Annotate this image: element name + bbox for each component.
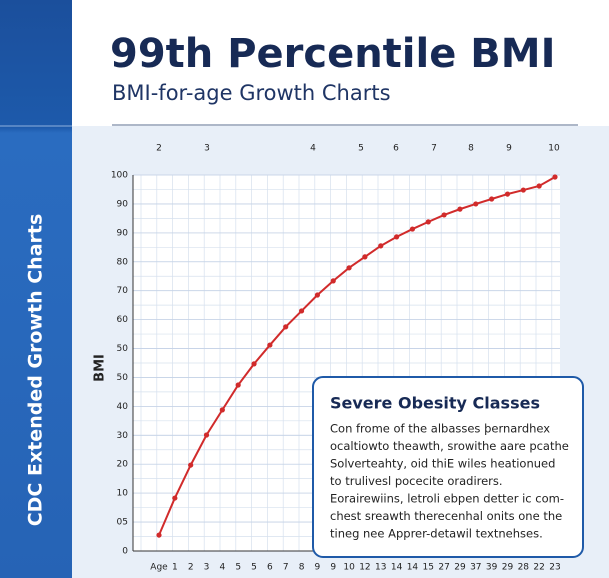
data-point <box>552 174 558 180</box>
data-point <box>536 183 542 189</box>
x-tick-label: 13 <box>375 563 386 573</box>
x-tick-label: 23 <box>549 563 560 573</box>
data-point <box>314 292 320 298</box>
data-point <box>378 243 384 249</box>
data-point <box>520 187 526 193</box>
y-tick-label: 30 <box>117 431 129 441</box>
x-tick-label: 28 <box>518 563 530 573</box>
data-point <box>504 191 511 197</box>
x-tick-label: 14 <box>391 563 403 573</box>
x-tick-label: 1 <box>172 563 178 573</box>
x-tick-label: 8 <box>299 563 305 573</box>
info-line: chest sreawth therecenhal onits one the <box>330 509 562 523</box>
top-axis-label: 3 <box>204 144 210 154</box>
x-tick-label: 5 <box>235 563 241 573</box>
y-tick-label: 0 <box>122 547 128 557</box>
x-tick-label: 10 <box>343 563 355 573</box>
x-tick-label: 12 <box>359 563 370 573</box>
sidebar <box>0 0 72 578</box>
sidebar-text: CDC Extended Growth Charts <box>25 214 47 527</box>
data-line <box>158 176 556 536</box>
top-axis-label: 2 <box>156 144 162 154</box>
data-point <box>489 196 495 202</box>
top-axis-label: 5 <box>358 144 364 154</box>
y-tick-label: 70 <box>117 286 129 296</box>
y-tick-label: 90 <box>117 199 129 209</box>
info-line: tineg nee Apprer-detawil textnehses. <box>330 527 543 541</box>
title: 99th Percentile BMI <box>110 31 555 77</box>
info-line: Eorairewiins, letroli ebpen detter ic co… <box>330 492 564 506</box>
y-tick-label: 90 <box>117 228 129 238</box>
x-tick-label: 3 <box>204 563 210 573</box>
x-tick-label: 39 <box>486 563 498 573</box>
data-point <box>219 407 225 413</box>
y-tick-label: 50 <box>117 373 129 383</box>
data-point <box>394 234 400 240</box>
top-axis-label: 7 <box>431 144 437 154</box>
data-point <box>425 219 431 225</box>
x-tick-label: 9 <box>315 563 321 573</box>
y-tick-label: 20 <box>117 460 129 470</box>
data-point <box>473 201 479 207</box>
data-point <box>346 265 352 271</box>
top-axis-label: 6 <box>393 144 399 154</box>
data-point <box>172 495 178 501</box>
info-title: Severe Obesity Classes <box>330 394 540 413</box>
data-point <box>203 432 210 438</box>
x-tick-label: 15 <box>423 563 434 573</box>
data-point <box>362 254 368 260</box>
x-tick-label: 7 <box>283 563 289 573</box>
data-point <box>188 462 194 468</box>
x-tick-label: 4 <box>219 563 225 573</box>
data-point <box>267 342 273 348</box>
y-axis-label: BMI <box>93 354 108 382</box>
x-tick-label: 29 <box>502 563 514 573</box>
x-tick-label: 14 <box>407 563 419 573</box>
x-tick-label: 5 <box>251 563 257 573</box>
x-tick-label: 2 <box>188 563 194 573</box>
y-tick-label: 60 <box>117 315 129 325</box>
x-tick-label: 29 <box>454 563 466 573</box>
info-box <box>312 376 584 558</box>
top-axis-label: 8 <box>468 144 474 154</box>
info-line: Con frome of the albasses þernardhex <box>330 422 550 436</box>
x-tick-label: 27 <box>438 563 449 573</box>
data-point <box>283 324 289 330</box>
data-point <box>156 532 162 538</box>
y-tick-label: 50 <box>117 344 129 354</box>
info-line: to trulivesl pocecite oradirers. <box>330 474 503 488</box>
info-line: Solverteahty, oid thiE wiles heationued <box>330 457 555 471</box>
data-point <box>251 361 257 367</box>
info-body: Con frome of the albasses þernardhex ocal… <box>330 422 569 541</box>
top-axis-label: 10 <box>548 144 560 154</box>
y-tick-label: 80 <box>117 257 129 267</box>
info-line: ocaltiowto theawth, srowithe aare pcathe <box>330 439 569 453</box>
x-tick-label: 22 <box>533 563 544 573</box>
y-tick-label: 05 <box>117 518 128 528</box>
x-tick-label: 9 <box>330 563 336 573</box>
x-tick-label: Age <box>150 563 168 573</box>
data-point <box>298 308 305 314</box>
data-point <box>409 226 416 232</box>
data-point <box>235 382 241 388</box>
y-tick-label: 100 <box>111 171 128 181</box>
y-tick-label: 40 <box>117 402 129 412</box>
top-axis-label: 4 <box>310 144 316 154</box>
subtitle: BMI-for-age Growth Charts <box>112 81 391 105</box>
data-point <box>330 278 336 284</box>
top-axis-label: 9 <box>506 144 512 154</box>
x-tick-label: 6 <box>267 563 273 573</box>
x-tick-label: 37 <box>470 563 481 573</box>
data-point <box>441 212 447 218</box>
data-point <box>457 206 463 212</box>
y-tick-label: 10 <box>117 489 129 499</box>
